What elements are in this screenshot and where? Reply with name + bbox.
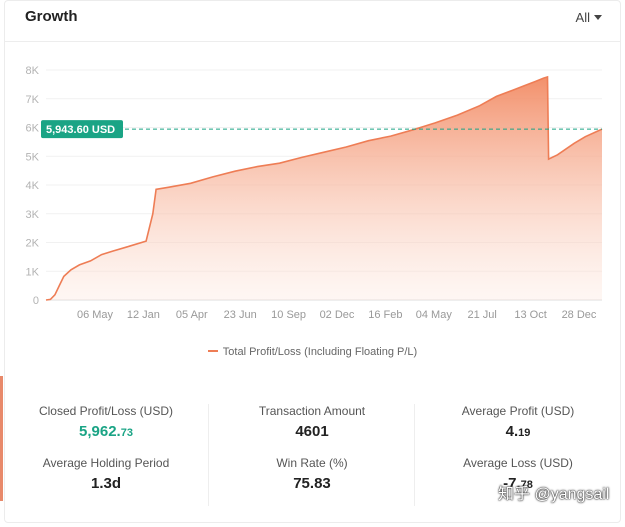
x-tick-label: 23 Jun bbox=[224, 309, 257, 321]
x-tick-label: 12 Jan bbox=[127, 309, 160, 321]
card-header: Growth All bbox=[5, 1, 620, 42]
x-axis: 06 May 12 Jan 05 Apr 23 Jun 10 Sep 02 Dec 16 F… bbox=[77, 309, 597, 321]
stat-average-loss: Average Loss (USD) -7.78 bbox=[416, 456, 620, 492]
stat-value: 4601 bbox=[295, 423, 329, 440]
current-value-label: 5,943.60 USD bbox=[46, 124, 115, 136]
stat-value: 5,962.73 bbox=[4, 423, 208, 440]
stat-value: -7.78 bbox=[416, 475, 620, 492]
x-tick-label: 05 Apr bbox=[176, 309, 208, 321]
stat-value-int: 4. bbox=[505, 423, 519, 440]
period-filter-dropdown[interactable]: All bbox=[576, 10, 602, 25]
y-tick-label: 7K bbox=[26, 94, 40, 106]
chevron-down-icon bbox=[594, 15, 602, 20]
x-tick-label: 02 Dec bbox=[320, 309, 355, 321]
legend-line-icon bbox=[207, 350, 218, 352]
profit-line bbox=[45, 75, 603, 301]
y-tick-label: 8K bbox=[26, 65, 40, 77]
y-tick-label: 1K bbox=[26, 266, 40, 278]
stat-label: Average Holding Period bbox=[42, 456, 170, 470]
y-axis: 0 1K 2K 3K 4K 5K 6K 7K 8K bbox=[26, 65, 40, 307]
stats-divider bbox=[414, 404, 415, 506]
stat-closed-profit-loss: Closed Profit/Loss (USD) 5,962.73 bbox=[4, 404, 208, 440]
stat-label: Closed Profit/Loss (USD) bbox=[38, 404, 174, 418]
stat-value: 4.19 bbox=[416, 423, 620, 440]
x-tick-label: 13 Oct bbox=[514, 309, 546, 321]
y-tick-label: 3K bbox=[26, 209, 40, 221]
stats-divider bbox=[208, 404, 209, 506]
stat-label: Average Profit (USD) bbox=[461, 404, 575, 418]
chart-legend[interactable]: Total Profit/Loss (Including Floating P/… bbox=[0, 346, 625, 358]
card-title: Growth bbox=[25, 8, 78, 25]
stats-panel: Closed Profit/Loss (USD) 5,962.73 Transa… bbox=[0, 400, 625, 510]
x-tick-label: 21 Jul bbox=[468, 309, 497, 321]
x-tick-label: 28 Dec bbox=[562, 309, 597, 321]
stat-average-holding-period: Average Holding Period 1.3d bbox=[4, 456, 208, 492]
x-tick-label: 06 May bbox=[77, 309, 114, 321]
y-tick-label: 6K bbox=[26, 123, 40, 135]
stat-value-dec: 73 bbox=[120, 427, 133, 439]
stat-transaction-amount: Transaction Amount 4601 bbox=[210, 404, 414, 440]
period-filter-label: All bbox=[575, 10, 590, 25]
x-tick-label: 16 Feb bbox=[368, 309, 402, 321]
stat-value-dec: 78 bbox=[520, 479, 533, 491]
y-tick-label: 2K bbox=[26, 238, 40, 250]
left-accent-bar bbox=[0, 376, 3, 501]
stat-label: Average Loss (USD) bbox=[463, 456, 573, 470]
stat-value: 75.83 bbox=[293, 475, 331, 492]
x-tick-label: 04 May bbox=[416, 309, 453, 321]
stat-label: Win Rate (%) bbox=[276, 456, 348, 470]
x-tick-label: 10 Sep bbox=[271, 309, 306, 321]
y-tick-label: 5K bbox=[26, 151, 40, 163]
profit-area bbox=[46, 76, 602, 301]
stat-value-int: 5,962. bbox=[79, 423, 121, 440]
stat-value-dec: 19 bbox=[518, 427, 531, 439]
y-tick-label: 0 bbox=[33, 295, 39, 307]
stat-average-profit: Average Profit (USD) 4.19 bbox=[416, 404, 620, 440]
stat-value-int: -7. bbox=[503, 475, 521, 492]
growth-chart: 0 1K 2K 3K 4K 5K 6K 7K 8K 06 May 12 Jan 05 Apr 23 J… bbox=[26, 65, 603, 321]
stat-value: 1.3d bbox=[90, 475, 121, 492]
current-value-badge: 5,943.60 USD bbox=[41, 120, 123, 139]
stat-win-rate: Win Rate (%) 75.83 bbox=[210, 456, 414, 492]
y-tick-label: 4K bbox=[26, 180, 40, 192]
watermark-text: 知乎 @yangsail bbox=[498, 486, 610, 503]
legend-label: Total Profit/Loss (Including Floating P/… bbox=[222, 346, 418, 358]
stat-label: Transaction Amount bbox=[258, 404, 366, 418]
